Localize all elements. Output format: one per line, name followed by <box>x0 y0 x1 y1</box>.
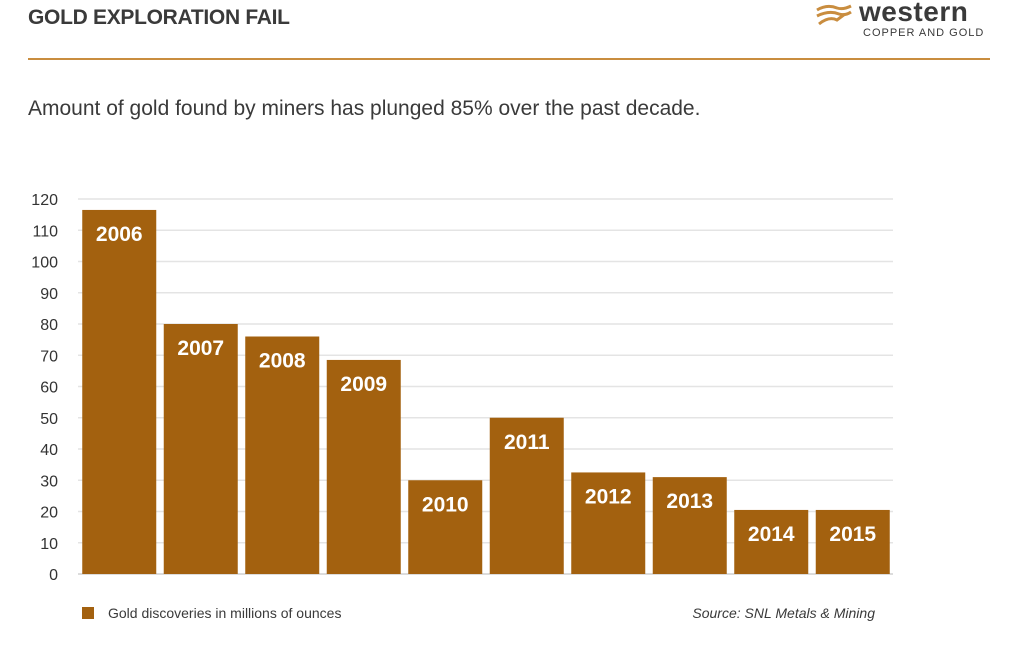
y-tick-label: 110 <box>32 223 58 240</box>
company-logo: western COPPER AND GOLD <box>815 0 990 44</box>
page-title: GOLD EXPLORATION FAIL <box>28 6 290 29</box>
bar-label-2009: 2009 <box>340 373 387 396</box>
bar-label-2008: 2008 <box>259 350 306 373</box>
bar-label-2013: 2013 <box>666 490 713 513</box>
y-tick-label: 50 <box>40 411 58 428</box>
bar-label-2014: 2014 <box>748 523 795 546</box>
y-tick-label: 70 <box>40 348 58 365</box>
bar-2011 <box>489 417 564 574</box>
y-tick-label: 120 <box>31 192 58 209</box>
header-divider <box>28 58 990 60</box>
y-tick-label: 100 <box>31 255 58 272</box>
bar-2013 <box>652 477 727 574</box>
bar-label-2010: 2010 <box>422 493 469 516</box>
bar-2012 <box>571 472 646 574</box>
y-tick-label: 10 <box>40 536 58 553</box>
chart-subtitle: Amount of gold found by miners has plung… <box>28 97 701 120</box>
bar-label-2007: 2007 <box>177 337 224 360</box>
y-tick-label: 30 <box>40 473 58 490</box>
bar-label-2015: 2015 <box>829 523 876 546</box>
bar-2007 <box>163 324 238 574</box>
bar-label-2011: 2011 <box>504 431 550 454</box>
bar-2010 <box>408 480 483 574</box>
logo-mark-icon <box>816 4 852 26</box>
bar-label-2012: 2012 <box>585 485 632 508</box>
bar-2008 <box>245 336 320 574</box>
logo-wordmark: western <box>859 0 969 27</box>
bar-2009 <box>326 359 401 574</box>
legend-label: Gold discoveries in millions of ounces <box>108 605 342 621</box>
logo-subtext: COPPER AND GOLD <box>863 27 985 39</box>
legend-swatch <box>82 607 94 619</box>
bar-2014 <box>734 509 809 574</box>
y-tick-label: 20 <box>40 505 58 522</box>
bar-label-2006: 2006 <box>96 223 143 246</box>
bar-2006 <box>82 209 157 574</box>
y-tick-label: 90 <box>40 286 58 303</box>
source-note: Source: SNL Metals & Mining <box>692 605 875 621</box>
y-tick-label: 0 <box>49 567 58 584</box>
chart-legend: Gold discoveries in millions of ounces <box>82 605 341 621</box>
y-tick-label: 80 <box>40 317 58 334</box>
y-tick-label: 60 <box>40 380 58 397</box>
bar-2015 <box>815 509 890 574</box>
y-tick-label: 40 <box>40 442 58 459</box>
